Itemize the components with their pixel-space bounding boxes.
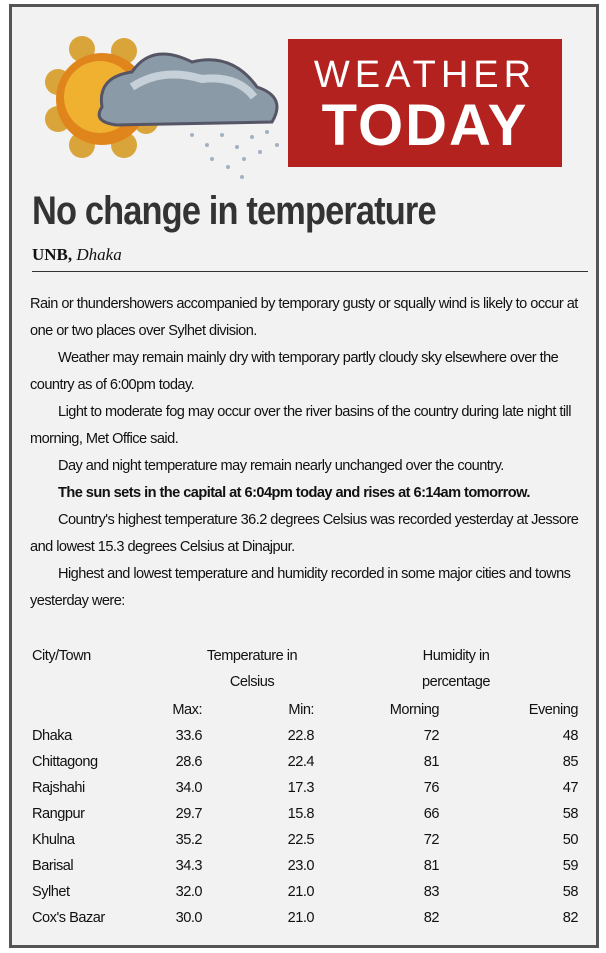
article-body: Rain or thundershowers accompanied by te…: [30, 291, 590, 615]
cell-value: 28.6: [175, 754, 203, 770]
cell-value: 23.0: [287, 858, 315, 874]
cell-value: 47: [562, 780, 579, 796]
city: Cox's Bazar: [32, 910, 105, 926]
city: Chittagong: [32, 754, 98, 770]
cell-value: 34.0: [175, 780, 203, 796]
column-header: City/Town: [32, 648, 91, 664]
column-header: Humidity in percentage: [421, 648, 491, 690]
column-subheader: Morning: [389, 702, 440, 718]
cell-value: 72: [423, 832, 440, 848]
banner-line: TODAY: [321, 93, 529, 158]
column-subheader: Evening: [528, 702, 579, 718]
cell-value: 81: [423, 754, 440, 770]
cell-value: 35.2: [175, 832, 203, 848]
cell-value: 58: [562, 884, 579, 900]
cell-value: 15.8: [287, 806, 315, 822]
cell-value: 21.0: [287, 910, 315, 926]
paragraph: Rain or thundershowers accompanied by te…: [30, 296, 578, 339]
cell-value: 85: [562, 754, 579, 770]
byline: UNB, Dhaka: [32, 245, 122, 265]
cell-value: 33.6: [175, 728, 203, 744]
paragraph: Weather may remain mainly dry with tempo…: [30, 350, 559, 393]
cell-value: 58: [562, 806, 579, 822]
cell-value: 81: [423, 858, 440, 874]
cell-value: 22.8: [287, 728, 315, 744]
city: Rajshahi: [32, 780, 85, 796]
weather-icon: [45, 36, 279, 179]
clipping: WEATHER TODAY No change in temperature U…: [9, 4, 599, 948]
city: Dhaka: [32, 728, 72, 744]
cell-value: 21.0: [287, 884, 315, 900]
paragraph: Country's highest temperature 36.2 degre…: [30, 512, 579, 555]
cell-value: 82: [562, 910, 579, 926]
cell-value: 48: [562, 728, 579, 744]
banner-line: WEATHER: [313, 54, 537, 96]
city: Sylhet: [32, 884, 70, 900]
cell-value: 83: [423, 884, 440, 900]
banner: WEATHER TODAY: [288, 39, 562, 167]
city: Rangpur: [32, 806, 85, 822]
paragraph: The sun sets in the capital at 6:04pm to…: [58, 485, 530, 501]
city: Khulna: [32, 832, 75, 848]
paragraph: Day and night temperature may remain nea…: [58, 458, 504, 474]
cell-value: 82: [423, 910, 440, 926]
headline: No change in temperature: [32, 189, 437, 233]
cell-value: 22.4: [287, 754, 315, 770]
cell-value: 59: [562, 858, 579, 874]
column-subheader: Max:: [172, 702, 202, 718]
column-header: Temperature in Celsius: [206, 648, 298, 690]
cell-value: 66: [423, 806, 440, 822]
cell-value: 30.0: [175, 910, 203, 926]
agency: UNB,: [32, 245, 73, 264]
city: Barisal: [32, 858, 74, 874]
cell-value: 32.0: [175, 884, 203, 900]
cell-value: 17.3: [287, 780, 315, 796]
place: Dhaka: [76, 245, 122, 264]
paragraph: Highest and lowest temperature and humid…: [30, 566, 571, 609]
cell-value: 34.3: [175, 858, 203, 874]
column-subheader: Min:: [288, 702, 314, 718]
cell-value: 50: [562, 832, 579, 848]
rule: [32, 271, 588, 272]
cell-value: 72: [423, 728, 440, 744]
paragraph: Light to moderate fog may occur over the…: [30, 404, 571, 447]
cell-value: 76: [423, 780, 440, 796]
cell-value: 29.7: [175, 806, 203, 822]
cell-value: 22.5: [287, 832, 315, 848]
